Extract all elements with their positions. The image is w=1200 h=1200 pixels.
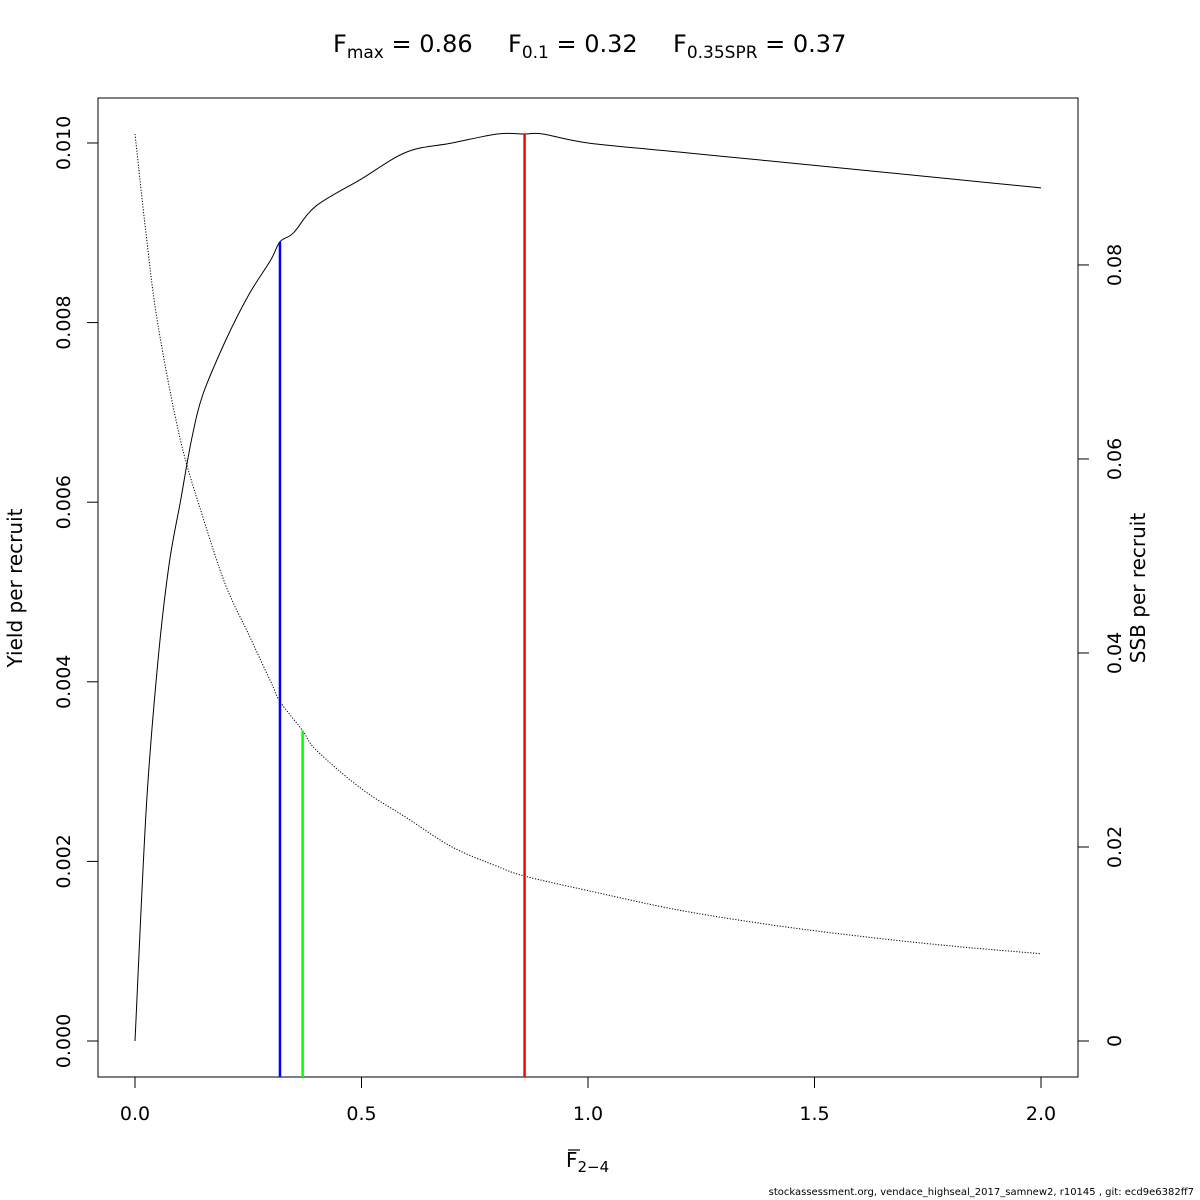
title-fmax-base: F xyxy=(333,30,347,58)
title-fspr-value: = 0.37 xyxy=(757,30,847,58)
y2-tick-label: 0.08 xyxy=(1104,244,1126,286)
title-fspr-base: F xyxy=(673,30,687,58)
ssb-per-recruit-line xyxy=(134,133,1042,955)
title-fmax-sub: max xyxy=(346,43,384,63)
x-axis: 0.0 0.5 1.0 1.5 2.0 xyxy=(120,1076,1056,1125)
y-axis-label: Yield per recruit xyxy=(3,508,27,668)
y-tick-label: 0.002 xyxy=(53,834,75,888)
x-tick-label: 1.0 xyxy=(573,1103,603,1125)
y-tick-label: 0.010 xyxy=(53,116,75,170)
title-f01-base: F xyxy=(508,30,522,58)
x-axis-label-base: F xyxy=(566,1148,578,1172)
y2-tick-label: 0.04 xyxy=(1104,632,1126,674)
y-tick-label: 0.008 xyxy=(53,295,75,349)
footer-source: stockassessment.org, vendace_highseal_20… xyxy=(768,1187,1194,1198)
title-f01-value: = 0.32 xyxy=(548,30,638,58)
x-axis-label: F2−4 xyxy=(566,1148,609,1176)
title-fspr-sub: 0.35SPR xyxy=(686,43,758,63)
series-layer xyxy=(134,132,1042,1042)
x-tick-label: 2.0 xyxy=(1026,1103,1056,1125)
y2-tick-label: 0 xyxy=(1104,1035,1126,1047)
title-fmax-value: = 0.86 xyxy=(383,30,473,58)
x-tick-label: 0.5 xyxy=(346,1103,376,1125)
title-f01: F0.1 = 0.32 xyxy=(508,30,638,63)
y2-tick-label: 0.02 xyxy=(1104,826,1126,868)
yield-per-recruit-line xyxy=(134,132,1042,1042)
y2-tick-label: 0.06 xyxy=(1104,438,1126,480)
y-axis-right: 0 0.02 0.04 0.06 0.08 xyxy=(1077,244,1126,1047)
title-fmax: Fmax = 0.86 xyxy=(333,30,473,63)
y-tick-label: 0.000 xyxy=(53,1014,75,1068)
svg-text:F2−4: F2−4 xyxy=(566,1148,609,1176)
x-axis-label-sub: 2−4 xyxy=(578,1158,610,1176)
y-axis-left: 0.000 0.002 0.004 0.006 0.008 0.010 xyxy=(53,116,99,1068)
plot-frame xyxy=(97,97,1079,1078)
x-tick-label: 0.0 xyxy=(120,1103,150,1125)
x-tick-label: 1.5 xyxy=(799,1103,829,1125)
y-tick-label: 0.004 xyxy=(53,655,75,709)
reference-lines xyxy=(278,134,526,1077)
y2-axis-label: SSB per recruit xyxy=(1126,513,1150,664)
title-f01-sub: 0.1 xyxy=(521,43,549,63)
title-fspr: F0.35SPR = 0.37 xyxy=(673,30,846,63)
y-tick-label: 0.006 xyxy=(53,475,75,529)
